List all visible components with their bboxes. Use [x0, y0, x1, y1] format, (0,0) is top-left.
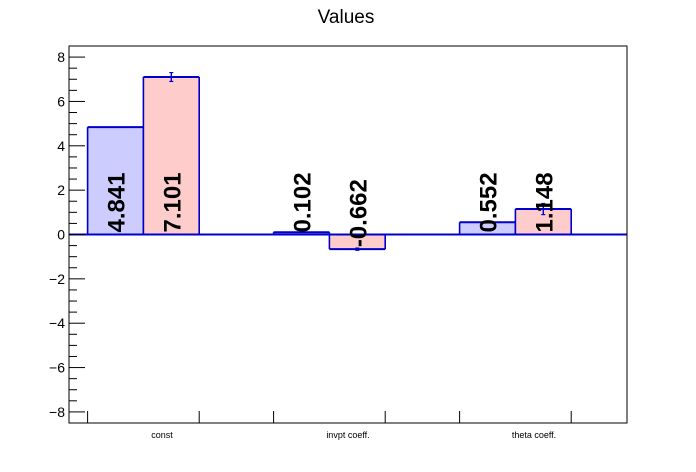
data-label-1-2: 0.102 [290, 172, 317, 232]
y-tick-label-3: −4 [49, 315, 65, 331]
data-label-2-1: 7.101 [159, 172, 186, 232]
chart-title: Values [318, 7, 375, 28]
x-axis: const invpt coeff. theta coeff. [87, 411, 572, 440]
data-labels: 4.841 7.101 0.102 -0.662 0.552 1.148 [104, 172, 559, 247]
bar-fill-1-2 [273, 232, 330, 235]
y-tick-label-7: 4 [57, 138, 65, 154]
bars-group [86, 71, 573, 251]
x-tick-label-2: invpt coeff. [326, 430, 369, 440]
data-label-2-2: -0.662 [345, 179, 372, 247]
data-label-1-1: 4.841 [104, 172, 131, 232]
bar-fill-1-1 [87, 127, 144, 235]
data-label-2-3: 1.148 [531, 172, 558, 232]
y-axis: −8 −6 −4 −2 0 2 4 6 8 [49, 49, 85, 420]
y-tick-label-8: 6 [57, 93, 65, 109]
bar-fill-2-1 [143, 77, 200, 235]
bar-fill-1-3 [459, 222, 516, 235]
y-tick-label-4: −2 [49, 271, 65, 287]
y-tick-label-6: 2 [57, 182, 65, 198]
y-tick-label-5: 0 [57, 227, 65, 243]
y-tick-label-2: −6 [49, 360, 65, 376]
bar-fill-2-2 [329, 234, 386, 250]
x-tick-label-1: const [151, 430, 173, 440]
data-label-1-3: 0.552 [476, 172, 503, 232]
y-tick-label-1: −8 [49, 404, 65, 420]
y-tick-label-9: 8 [57, 49, 65, 65]
x-tick-label-3: theta coeff. [512, 430, 556, 440]
